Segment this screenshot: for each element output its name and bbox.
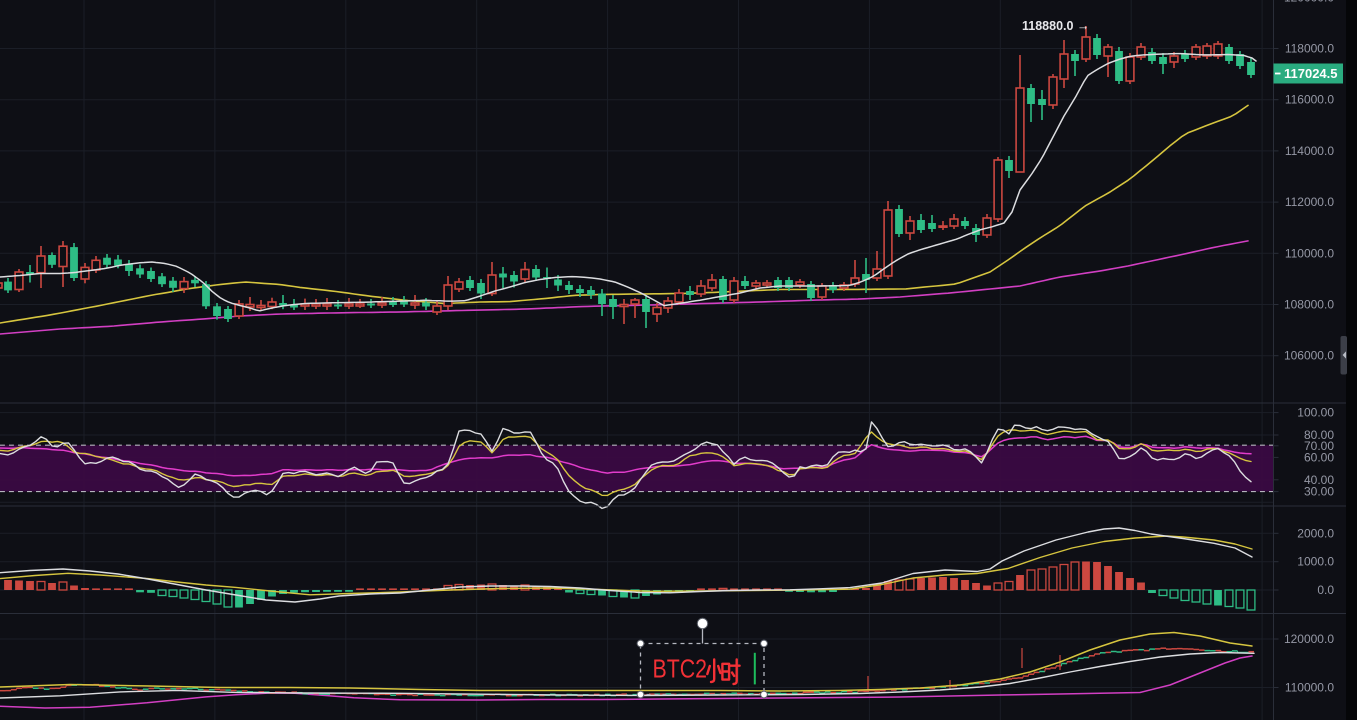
svg-text:120000.0: 120000.0 (1284, 632, 1334, 646)
svg-text:110000.0: 110000.0 (1285, 246, 1334, 260)
svg-text:80.00: 80.00 (1304, 428, 1334, 442)
svg-text:118880.0 →: 118880.0 → (1022, 19, 1089, 33)
svg-text:1000.0: 1000.0 (1297, 555, 1334, 569)
svg-text:116000.0: 116000.0 (1285, 93, 1334, 107)
svg-text:70.00: 70.00 (1304, 439, 1334, 453)
svg-text:120000.0: 120000.0 (1284, 0, 1334, 4)
svg-text:108000.0: 108000.0 (1284, 298, 1334, 312)
svg-text:110000.0: 110000.0 (1285, 681, 1334, 695)
svg-text:114000.0: 114000.0 (1285, 144, 1334, 158)
svg-text:40.00: 40.00 (1304, 473, 1334, 487)
svg-text:112000.0: 112000.0 (1285, 195, 1334, 209)
svg-text:60.00: 60.00 (1304, 450, 1334, 464)
svg-text:100.00: 100.00 (1297, 406, 1334, 420)
svg-text:2000.0: 2000.0 (1297, 526, 1334, 540)
svg-text:117024.5: 117024.5 (1284, 66, 1338, 81)
svg-text:BTC2: BTC2 (653, 656, 708, 684)
svg-text:106000.0: 106000.0 (1284, 349, 1334, 363)
svg-text:0.0: 0.0 (1317, 583, 1334, 597)
svg-text:118000.0: 118000.0 (1285, 42, 1334, 56)
svg-text:30.00: 30.00 (1304, 485, 1334, 499)
